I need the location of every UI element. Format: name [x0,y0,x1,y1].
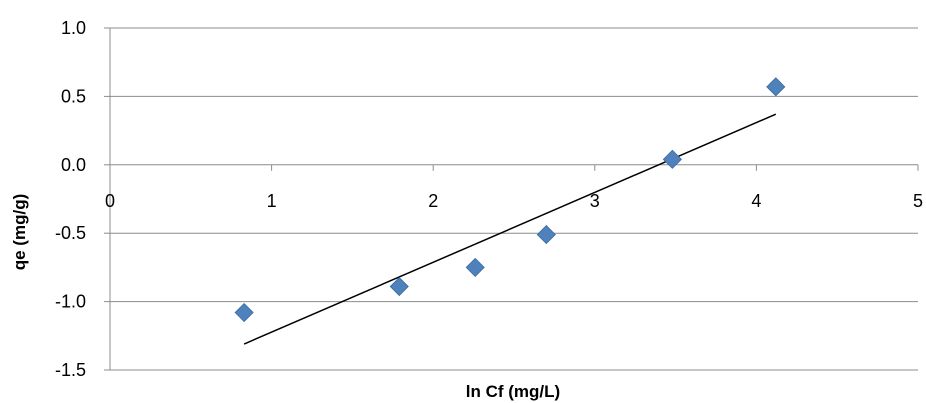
y-tick-label: -1.5 [55,360,86,380]
y-tick-label: 0.5 [61,86,86,106]
data-points [234,77,786,323]
data-point [536,225,556,245]
x-tick-label: 5 [913,191,923,211]
y-tick-label: -0.5 [55,223,86,243]
x-tick-label: 3 [590,191,600,211]
y-tick-labels: 1.0 0.5 0.0 -0.5 -1.0 -1.5 [55,18,86,380]
axes [104,27,919,371]
y-tick-label: -1.0 [55,292,86,312]
y-tick-label: 0.0 [61,155,86,175]
data-point [234,302,254,323]
trendline-group [243,113,777,345]
y-axis-title: qe (mg/g) [10,194,29,271]
gridlines [110,27,918,371]
data-point [766,77,786,97]
data-point [465,257,485,277]
data-point [389,276,409,297]
x-tick-label: 1 [267,191,277,211]
data-point [662,149,682,169]
x-tick-label: 2 [428,191,438,211]
x-tick-labels: 0 1 2 3 4 5 [105,191,923,211]
x-tick-label: 0 [105,191,115,211]
x-tick-label: 4 [751,191,761,211]
y-tick-label: 1.0 [61,18,86,38]
trendline [243,113,777,345]
x-axis-title: ln Cf (mg/L) [466,382,560,401]
